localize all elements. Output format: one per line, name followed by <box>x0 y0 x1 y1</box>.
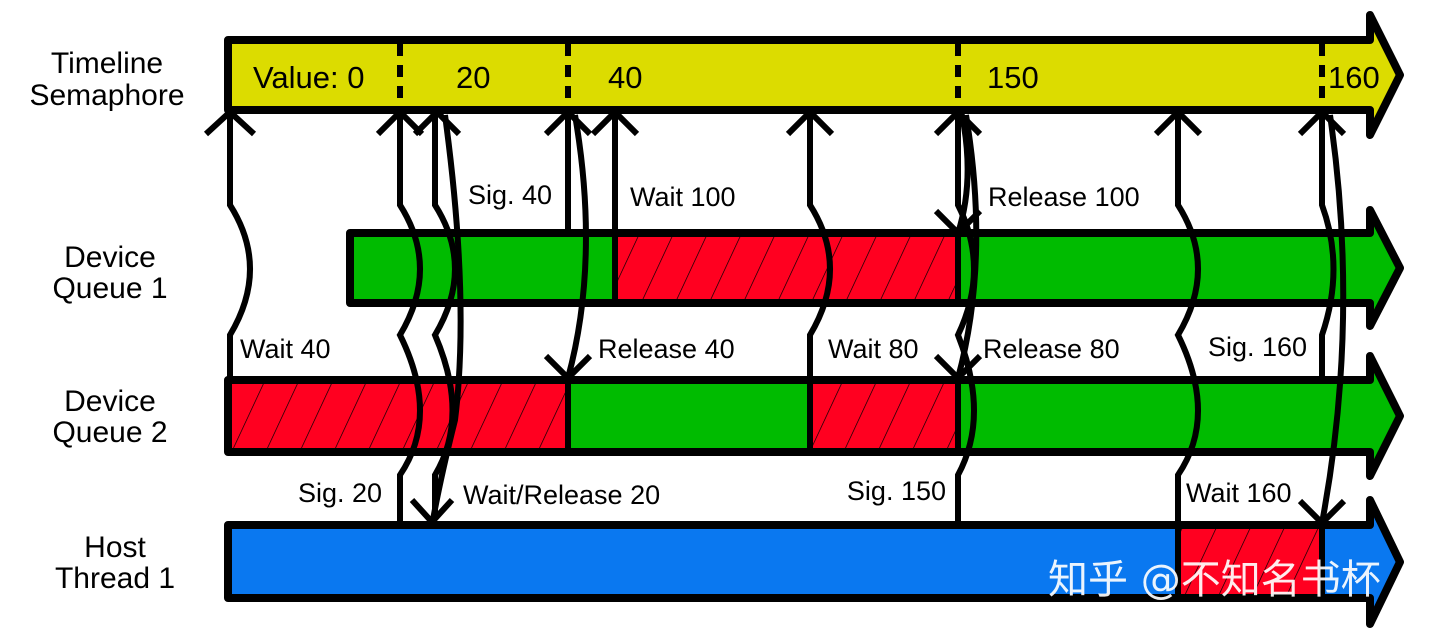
watermark: 知乎 @不知名书杯 <box>1048 557 1381 603</box>
queue1-wait-segment <box>615 237 958 299</box>
queue2-wait-segment <box>232 384 568 448</box>
event-label-release100: Release 100 <box>988 182 1140 212</box>
connector-958-group <box>933 107 983 525</box>
connector-wait40 <box>203 107 257 380</box>
value-dividers <box>397 44 1325 108</box>
arrow-up-icon <box>203 107 257 137</box>
value-label: 40 <box>608 60 642 95</box>
connector-sig40 <box>543 107 593 233</box>
arrow-down-icon <box>409 497 455 527</box>
queue1-lane <box>346 206 1404 330</box>
lane-label-line: Queue 2 <box>52 416 167 449</box>
event-label-wait100: Wait 100 <box>630 182 736 212</box>
timeline-lane: Value: 0 20 40 150 160 <box>224 11 1404 139</box>
connector-wait160 <box>1153 107 1203 525</box>
event-label-waitrelease20: Wait/Release 20 <box>463 480 660 510</box>
lane-label-queue2: Device Queue 2 <box>52 385 167 449</box>
arrow-up-icon <box>785 107 835 137</box>
arrow-down-icon <box>933 208 983 238</box>
value-label: 20 <box>456 60 490 95</box>
lane-label-timeline: Timeline Semaphore <box>29 47 184 112</box>
event-label-wait80: Wait 80 <box>828 334 919 364</box>
queue2-lane <box>224 352 1404 480</box>
event-label-sig20: Sig. 20 <box>298 478 382 508</box>
lane-label-line: Queue 1 <box>52 272 167 305</box>
lane-label-line: Semaphore <box>29 79 184 112</box>
arrow-up-icon <box>543 107 593 137</box>
lane-label-queue1: Device Queue 1 <box>52 241 167 305</box>
lane-label-host: Host Thread 1 <box>55 531 175 595</box>
value-label: Value: 0 <box>253 60 364 95</box>
arrow-up-icon <box>1297 107 1347 137</box>
lane-label-line: Host <box>84 531 146 564</box>
value-label: 150 <box>987 60 1039 95</box>
arrow-down-icon <box>1297 498 1347 528</box>
host-arrow <box>224 496 1404 628</box>
event-label-wait160: Wait 160 <box>1186 478 1292 508</box>
event-label-sig150: Sig. 150 <box>847 476 946 506</box>
lane-label-line: Device <box>64 241 156 274</box>
connector-wait80 <box>785 107 835 380</box>
connector-sig20 <box>375 107 425 525</box>
connectors <box>203 107 1347 528</box>
event-label-wait40: Wait 40 <box>240 334 331 364</box>
arrow-down-icon <box>933 353 983 383</box>
lane-label-line: Timeline <box>51 47 163 80</box>
connector-release40 <box>543 114 593 383</box>
timeline-arrow <box>224 11 1404 139</box>
queue2-wait-segment <box>810 384 958 448</box>
event-label-release80: Release 80 <box>983 334 1120 364</box>
connector-wait100 <box>590 107 640 233</box>
host-lane <box>224 496 1404 628</box>
arrow-up-icon <box>412 107 462 137</box>
connector-waitrelease20 <box>409 107 464 527</box>
arrow-down-icon <box>543 353 593 383</box>
lane-label-line: Thread 1 <box>55 562 175 595</box>
lane-label-line: Device <box>64 385 156 418</box>
arrow-up-icon <box>375 107 425 137</box>
arrow-up-icon <box>933 107 983 137</box>
event-labels: Sig. 40 Wait 100 Release 100 Wait 40 Rel… <box>240 180 1307 510</box>
event-label-sig40: Sig. 40 <box>468 180 552 210</box>
arrow-up-icon <box>1153 107 1203 137</box>
event-label-release40: Release 40 <box>598 334 735 364</box>
value-label: 160 <box>1328 60 1380 95</box>
connector-sig160 <box>1297 107 1347 528</box>
arrow-up-icon <box>590 107 640 137</box>
event-label-sig160: Sig. 160 <box>1208 332 1307 362</box>
host-wait-segment <box>1178 529 1322 594</box>
